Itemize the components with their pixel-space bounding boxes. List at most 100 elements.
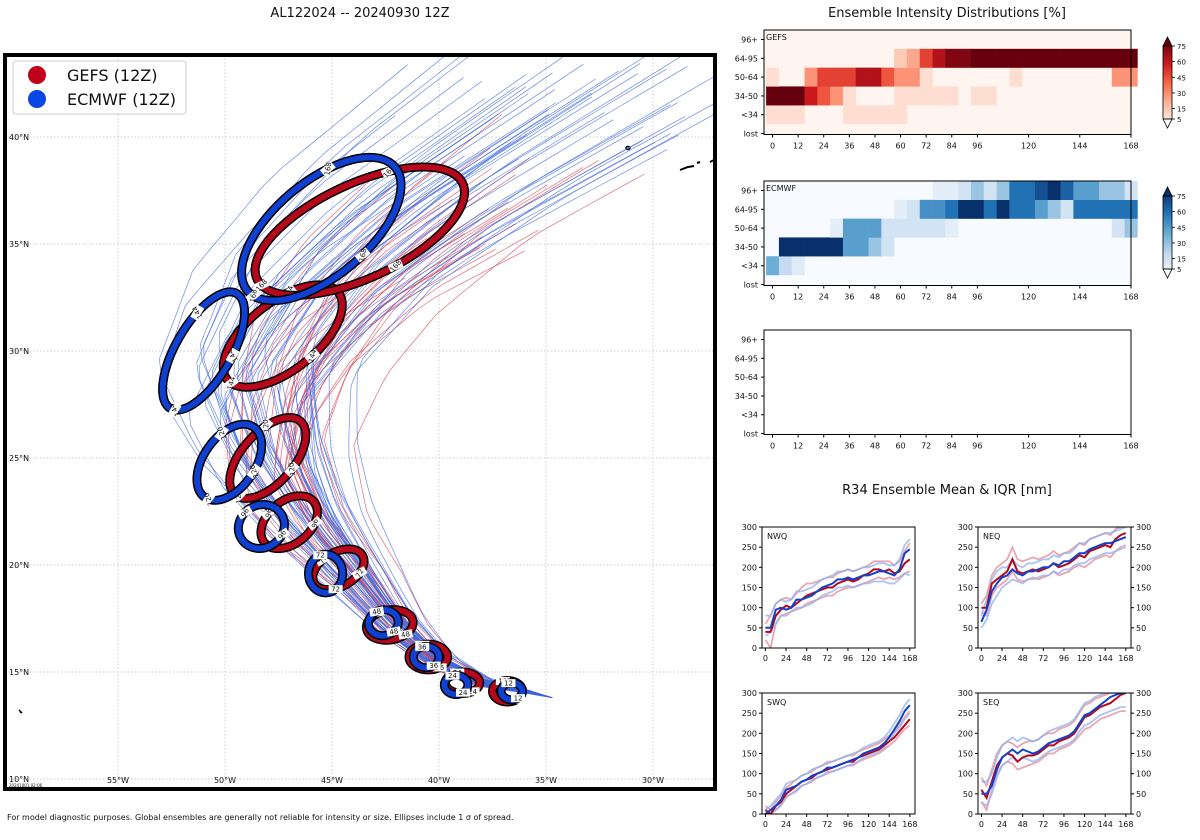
heatmap-cell (894, 105, 908, 125)
lat-tick-label: 15°N (9, 668, 29, 677)
heatmap-cell (906, 199, 921, 219)
heatmap-xtick-label: 144 (1072, 293, 1087, 302)
colorbar-segment (1163, 94, 1172, 98)
r34-xtick-label: 144 (1098, 654, 1113, 663)
colorbar-segment (1163, 244, 1172, 248)
legend-ecmwf-marker (28, 90, 46, 108)
heatmap-xtick-label: 60 (895, 142, 905, 151)
colorbar-segment (1163, 82, 1172, 86)
r34-swq-panel: SWQ 0 24 48 72 96 120 144 168 0 50 100 150 200 250 300 (742, 689, 918, 829)
r34-ytick-label-left: 150 (958, 750, 973, 759)
ellipse-hour-label: 24 (456, 688, 471, 697)
r34-ytick-label: 250 (1136, 543, 1151, 552)
label-bg (223, 375, 240, 391)
lat-tick-label: 10°N (9, 775, 29, 784)
ellipse-hour-text: 72 (331, 586, 340, 594)
r34-xtick-label: 48 (1018, 820, 1028, 829)
lon-tick-label: 50°W (214, 776, 236, 785)
label-bg (456, 688, 471, 697)
ellipse-hour-label: 96 (306, 515, 323, 531)
heatmap-cell (1111, 218, 1125, 238)
heatmap-cell (855, 218, 869, 238)
heatmap-xtick-label: 24 (819, 142, 829, 151)
ecmwf-mean-line (764, 704, 911, 814)
heatmap-cell (855, 105, 869, 125)
heatmap-cell (1009, 181, 1023, 200)
heatmap-xtick-label: 96 (972, 442, 982, 451)
map-tick-labels: 55°W 50°W 45°W 40°W 35°W 30°W 10°N 15°N 20°N 25°N… (9, 133, 664, 785)
r34-xtick-label: 24 (781, 820, 791, 829)
colorbar-segment (1163, 264, 1172, 268)
heatmap-cell (842, 237, 857, 257)
heatmap-cell (919, 199, 933, 219)
r34-xtick-label: 48 (1018, 654, 1028, 663)
r34-series-group (980, 527, 1127, 629)
map-gridlines (5, 55, 715, 789)
ecmwf-ellipse-120h: 120 120 120 (192, 419, 267, 508)
label-bg (201, 491, 216, 508)
r34-series-group (980, 693, 1127, 813)
heatmap-cell (996, 181, 1010, 200)
ellipse-hour-text: 24 (468, 688, 477, 696)
heatmap-cell (855, 67, 869, 87)
colorbar-segment (1163, 89, 1172, 93)
heatmap-xtick-label: 0 (770, 293, 775, 302)
r34-ytick-label: 200 (742, 729, 757, 738)
colorbar-tick-label: 75 (1177, 193, 1186, 201)
heatmap-cell (906, 218, 921, 238)
heatmap-cell (970, 181, 985, 200)
heatmap-cell (830, 67, 844, 87)
heatmap-ytick-label: 64-95 (735, 354, 758, 363)
heatmap-cell (778, 256, 793, 276)
lon-tick-label: 40°W (428, 776, 450, 785)
ecmwf-q25-line (765, 712, 911, 814)
ellipse-hour-text: 12 (514, 695, 523, 703)
r34-xtick-label: 120 (861, 820, 876, 829)
ellipse-hour-label: 36 (426, 661, 441, 670)
lon-tick-label: 55°W (107, 776, 129, 785)
colorbar-segment (1163, 261, 1172, 265)
r34-ytick-label: 50 (1136, 624, 1146, 633)
r34-panel-label: SEQ (983, 698, 999, 707)
r34-ytick-label-left: 300 (958, 523, 973, 532)
colorbar-segment (1163, 46, 1172, 49)
colorbar-segment (1163, 114, 1172, 118)
r34-xtick-label: 0 (763, 654, 768, 663)
heatmap-cell (1009, 48, 1023, 68)
heatmap-frame (763, 29, 1132, 135)
gefs-ellipse-ring (252, 163, 468, 299)
colorbar-segment (1163, 109, 1172, 113)
colorbar-segment (1163, 237, 1172, 241)
heatmap-cell (1073, 181, 1087, 200)
heatmap-xtick-label: 0 (770, 442, 775, 451)
heatmap-cell (842, 67, 857, 87)
colorbar-segment (1163, 77, 1172, 81)
ellipse-hour-text: 36 (429, 662, 438, 670)
heatmap-xtick-label: 48 (870, 293, 880, 302)
ellipse-hour-label: 12 (501, 679, 516, 688)
heatmap-cell (1060, 48, 1074, 68)
heatmap-cell (1086, 48, 1100, 68)
heatmap-panel-label: ECMWF (766, 184, 796, 193)
r34-ytick-label-left: 50 (963, 624, 973, 633)
ecmwf-ellipse-12h: 12 12 (496, 678, 527, 705)
heatmap-ytick-label: 96+ (741, 187, 758, 196)
version-stamp: 20241001 02:06 (9, 783, 43, 788)
heatmap-cell (830, 218, 844, 238)
ellipse-hour-label: 96 (236, 505, 253, 520)
heatmap-cell (1034, 199, 1049, 219)
heatmap-background (764, 330, 1131, 435)
heatmap-ytick-label: 50-64 (735, 373, 758, 382)
r34-xtick-label: 144 (1098, 820, 1113, 829)
footer-note: For model diagnostic purposes. Global en… (7, 813, 514, 822)
heatmap-xtick-label: 36 (844, 142, 854, 151)
colorbar-segment (1163, 63, 1172, 66)
r34-plot-bg (978, 527, 1131, 648)
colorbar-tick-label: 15 (1177, 106, 1186, 114)
heatmap-cell (1047, 48, 1061, 68)
heatmap-xtick-label: 144 (1072, 442, 1087, 451)
ecmwf-ellipse-144h: 144 144 144 (158, 287, 250, 418)
heatmap-xtick-label: 168 (1123, 142, 1138, 151)
